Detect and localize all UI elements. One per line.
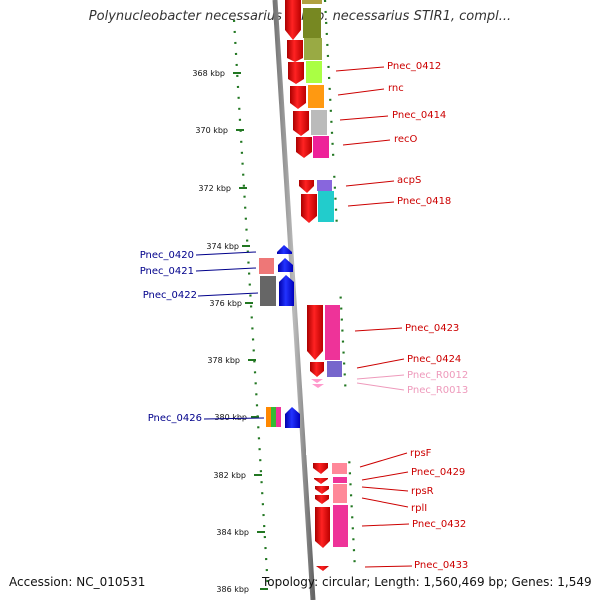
cog-block <box>333 484 347 503</box>
gene-label-pnec-0420[interactable]: Pnec_0420 <box>140 250 194 261</box>
gene-arrow-reco <box>296 137 312 158</box>
reverse-gene-labels: Pnec_0412 rnc Pnec_0414 recO acpS Pnec_0… <box>387 61 468 571</box>
gene-label-pnec-0429[interactable]: Pnec_0429 <box>411 467 465 478</box>
tick-label-370: 370 kbp <box>195 126 228 135</box>
gene-arrow-pnec-0424 <box>310 362 324 377</box>
cog-block <box>306 61 322 83</box>
gene-label-rpli[interactable]: rplI <box>411 503 427 514</box>
gene-label-pnec-0421[interactable]: Pnec_0421 <box>140 266 194 277</box>
tick-label-378: 378 kbp <box>207 356 240 365</box>
tick-label-368: 368 kbp <box>192 69 225 78</box>
gene-arrow-rpsr <box>314 478 328 484</box>
cog-block <box>304 38 322 60</box>
cog-block <box>311 110 327 135</box>
gene-arrow-pnec-0420 <box>277 245 292 254</box>
cog-block <box>318 191 334 222</box>
gene-label-pnec-0422[interactable]: Pnec_0422 <box>143 290 197 301</box>
gene-label-pnec-0412[interactable]: Pnec_0412 <box>387 61 441 72</box>
tick-label-374: 374 kbp <box>206 242 239 251</box>
cog-block <box>313 136 329 158</box>
gene-arrow-pnec-r0012 <box>311 379 323 383</box>
gene-label-pnec-0433[interactable]: Pnec_0433 <box>414 560 468 571</box>
gene-arrow-pnec-0422 <box>279 275 294 306</box>
gene-arrow-pnec-0418 <box>301 194 317 223</box>
cog-block <box>303 8 321 38</box>
gene-arrow-pnec-0412b <box>288 62 304 84</box>
gene-arrow-pnec-0433 <box>316 566 329 571</box>
rna-genes <box>311 379 324 388</box>
tick-label-372: 372 kbp <box>198 184 231 193</box>
tick-label-386: 386 kbp <box>216 585 249 594</box>
gene-arrow-pnec-0411 <box>285 0 301 40</box>
forward-genes <box>277 245 300 428</box>
gene-arrow-pnec-r0013 <box>312 384 324 388</box>
gene-arrow-rpli <box>315 486 329 494</box>
scale-ticks <box>233 72 268 590</box>
cog-block <box>317 180 332 191</box>
gene-label-pnec-0423[interactable]: Pnec_0423 <box>405 323 459 334</box>
gap-bands <box>296 160 350 455</box>
gene-arrow-rnc <box>290 86 306 109</box>
gene-arrow-pnec-0421 <box>278 258 293 272</box>
cog-block <box>327 361 342 377</box>
gene-label-pnec-0414[interactable]: Pnec_0414 <box>392 110 446 121</box>
cog-block <box>276 407 281 427</box>
tick-label-384: 384 kbp <box>216 528 249 537</box>
gene-label-pnec-r0013[interactable]: Pnec_R0013 <box>407 385 468 396</box>
cog-block <box>259 258 274 274</box>
gene-label-pnec-0432[interactable]: Pnec_0432 <box>412 519 466 530</box>
gene-arrow-pnec-0414 <box>293 111 309 136</box>
gene-label-pnec-0418[interactable]: Pnec_0418 <box>397 196 451 207</box>
cog-block <box>271 407 276 427</box>
cog-block <box>308 85 324 108</box>
accession-text: Accession: NC_010531 <box>9 575 146 589</box>
scale-tick-labels: 368 kbp 370 kbp 372 kbp 374 kbp 376 kbp … <box>192 69 249 594</box>
gene-label-rnc[interactable]: rnc <box>388 83 404 94</box>
forward-cog-blocks <box>259 258 281 427</box>
tick-label-376: 376 kbp <box>209 299 242 308</box>
topology-text: Topology: circular; Length: 1,560,469 bp… <box>262 575 592 589</box>
gene-arrow-pnec-0426 <box>285 407 300 428</box>
gene-label-reco[interactable]: recO <box>394 134 418 145</box>
gene-arrow-pnec-0412 <box>287 40 303 62</box>
tick-label-380: 380 kbp <box>214 413 247 422</box>
reverse-genes <box>285 0 330 571</box>
gene-label-pnec-0424[interactable]: Pnec_0424 <box>407 354 461 365</box>
cog-block <box>302 0 322 4</box>
forward-gene-labels: Pnec_0420 Pnec_0421 Pnec_0422 Pnec_0426 <box>140 250 202 424</box>
cog-block <box>333 477 347 483</box>
gene-label-pnec-r0012[interactable]: Pnec_R0012 <box>407 370 468 381</box>
gene-arrow-rpli2 <box>315 495 329 504</box>
gene-label-rpsf[interactable]: rpsF <box>410 448 432 459</box>
cog-block <box>266 407 271 427</box>
gene-arrow-pnec-0432 <box>315 507 330 548</box>
tick-label-382: 382 kbp <box>213 471 246 480</box>
leader-lines <box>195 66 413 568</box>
gene-arrow-pnec-0423 <box>307 305 323 360</box>
gene-arrow-acps <box>299 180 314 193</box>
gene-label-acps[interactable]: acpS <box>397 175 421 186</box>
reverse-cog-blocks <box>302 0 348 547</box>
gene-arrow-pnec-0429 <box>313 463 328 474</box>
gene-label-rpsr[interactable]: rpsR <box>411 486 434 497</box>
cog-block <box>333 505 348 547</box>
cog-block <box>260 276 276 306</box>
cog-block <box>325 305 340 360</box>
cog-block <box>332 463 347 474</box>
gene-label-pnec-0426[interactable]: Pnec_0426 <box>148 413 202 424</box>
